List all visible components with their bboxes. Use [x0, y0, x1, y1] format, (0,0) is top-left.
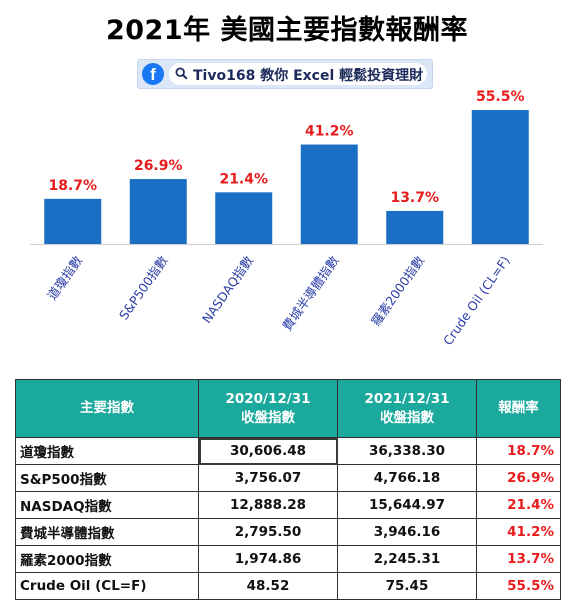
data-label-3: 41.2% [305, 124, 354, 140]
header-2020-close: 2020/12/31 收盤指數 [198, 379, 338, 438]
table-row: S&P500指數 3,756.07 4,766.18 26.9% [15, 464, 561, 492]
header-return: 報酬率 [476, 379, 561, 438]
header-index: 主要指數 [15, 379, 199, 438]
row-2020-close[interactable]: 1,974.86 [198, 545, 338, 573]
row-2021-close[interactable]: 75.45 [337, 572, 477, 600]
row-2021-close[interactable]: 2,245.31 [337, 545, 477, 573]
row-return[interactable]: 18.7% [476, 437, 561, 465]
row-return[interactable]: 26.9% [476, 464, 561, 492]
category-label-0: 道瓊指數 [44, 253, 85, 303]
row-2020-close[interactable]: 12,888.28 [198, 491, 338, 519]
row-2021-close[interactable]: 36,338.30 [337, 437, 477, 465]
category-label-4: 羅素2000指數 [368, 253, 427, 329]
bar-2 [215, 192, 273, 244]
search-bar[interactable]: Tivo168 教你 Excel 輕鬆投資理財 [169, 63, 427, 85]
table-row: Crude Oil (CL=F) 48.52 75.45 55.5% [15, 572, 561, 600]
facebook-banner[interactable]: f Tivo168 教你 Excel 輕鬆投資理財 [137, 59, 433, 89]
row-2020-close[interactable]: 2,795.50 [198, 518, 338, 546]
row-index-name[interactable]: 費城半導體指數 [15, 518, 199, 546]
row-index-name[interactable]: 道瓊指數 [15, 437, 199, 465]
banner-text: Tivo168 教你 Excel 輕鬆投資理財 [193, 68, 424, 84]
data-label-0: 18.7% [48, 178, 97, 194]
row-index-name[interactable]: NASDAQ指數 [15, 491, 199, 519]
index-table: 主要指數 2020/12/31 收盤指數 2021/12/31 收盤指數 報酬率… [15, 379, 561, 600]
search-icon [175, 67, 188, 80]
data-label-2: 21.4% [219, 171, 268, 187]
row-index-name[interactable]: Crude Oil (CL=F) [15, 572, 199, 600]
header-2021-close: 2021/12/31 收盤指數 [337, 379, 477, 438]
category-label-5: Crude Oil (CL=F) [440, 253, 513, 348]
category-label-1: S&P500指數 [116, 253, 171, 323]
row-index-name[interactable]: S&P500指數 [15, 464, 199, 492]
row-2020-close[interactable]: 48.52 [198, 572, 338, 600]
data-label-1: 26.9% [134, 158, 183, 174]
row-return[interactable]: 41.2% [476, 518, 561, 546]
row-index-name[interactable]: 羅素2000指數 [15, 545, 199, 573]
category-label-3: 費城半導體指數 [279, 253, 342, 334]
table-row: 道瓊指數 30,606.48 36,338.30 18.7% [15, 437, 561, 465]
bar-1 [129, 179, 187, 244]
row-return[interactable]: 13.7% [476, 545, 561, 573]
bar-0 [44, 198, 102, 244]
facebook-icon: f [142, 63, 164, 85]
row-return[interactable]: 55.5% [476, 572, 561, 600]
bar-4 [386, 210, 444, 244]
data-label-4: 13.7% [390, 190, 439, 206]
data-label-5: 55.5% [476, 89, 525, 105]
row-2020-close[interactable]: 30,606.48 [198, 437, 338, 465]
table-row: NASDAQ指數 12,888.28 15,644.97 21.4% [15, 491, 561, 519]
row-2021-close[interactable]: 15,644.97 [337, 491, 477, 519]
table-header-row: 主要指數 2020/12/31 收盤指數 2021/12/31 收盤指數 報酬率 [15, 379, 561, 438]
bar-5 [471, 110, 529, 244]
row-return[interactable]: 21.4% [476, 491, 561, 519]
table-row: 費城半導體指數 2,795.50 3,946.16 41.2% [15, 518, 561, 546]
page-title: 2021年 美國主要指數報酬率 [105, 15, 469, 46]
row-2021-close[interactable]: 4,766.18 [337, 464, 477, 492]
row-2021-close[interactable]: 3,946.16 [337, 518, 477, 546]
category-label-2: NASDAQ指數 [199, 253, 257, 326]
row-2020-close[interactable]: 3,756.07 [198, 464, 338, 492]
bar-3 [300, 144, 358, 244]
bar-chart: 18.7% 道瓊指數 26.9% S&P500指數 21.4% NASDAQ指數 41.2%… [30, 89, 543, 348]
table-row: 羅素2000指數 1,974.86 2,245.31 13.7% [15, 545, 561, 573]
